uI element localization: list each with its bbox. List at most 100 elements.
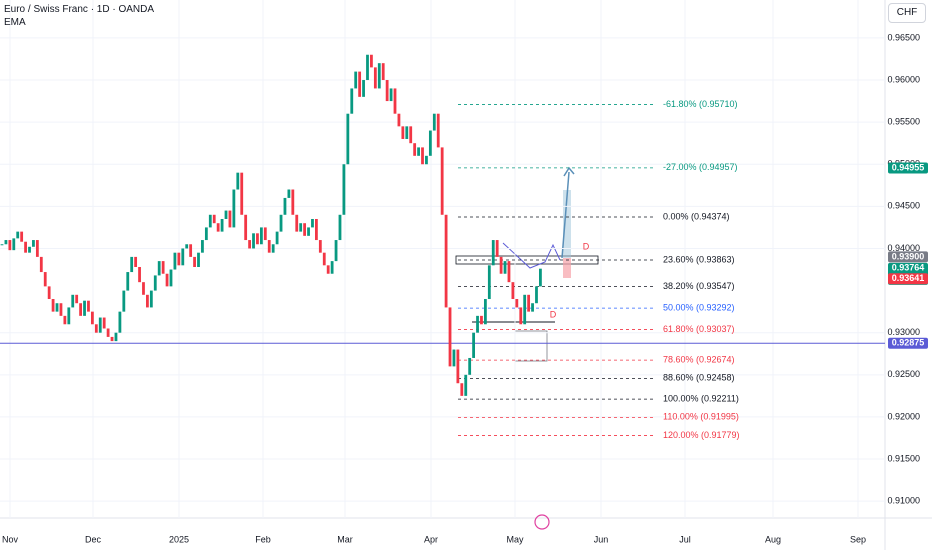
candle	[350, 88, 354, 114]
event-icon[interactable]	[534, 514, 550, 530]
candle	[483, 299, 487, 325]
candle	[499, 256, 503, 274]
candle	[259, 227, 263, 245]
currency-button[interactable]: CHF	[888, 3, 926, 23]
candle	[362, 80, 365, 97]
candle	[373, 67, 377, 89]
candle	[126, 272, 130, 291]
candle	[295, 214, 299, 232]
price-label: 0.93900	[892, 251, 925, 261]
candle	[79, 303, 82, 316]
price-label: 0.93764	[892, 263, 925, 273]
candle	[507, 261, 511, 283]
candle	[94, 324, 98, 333]
candle	[138, 267, 141, 283]
fib-label: 23.60% (0.93863)	[663, 254, 735, 264]
y-tick-label: 0.91500	[887, 453, 920, 463]
fib-label: 110.00% (0.91995)	[663, 412, 739, 422]
y-tick-label: 0.95000	[887, 159, 920, 169]
candle	[397, 113, 401, 127]
y-tick-label: 0.94500	[887, 201, 920, 211]
candle	[338, 214, 342, 241]
candle	[169, 269, 173, 287]
candle	[224, 210, 228, 219]
candle	[212, 214, 216, 224]
candle	[283, 197, 287, 215]
candle	[487, 265, 491, 300]
countdown-label: 01:42:31	[890, 274, 925, 284]
candle	[432, 113, 436, 131]
candle	[456, 349, 460, 384]
candle	[346, 113, 350, 165]
candle	[539, 268, 542, 287]
candle	[0, 244, 4, 246]
candle	[157, 261, 161, 276]
candle	[444, 214, 448, 308]
candle	[16, 231, 20, 239]
candle	[440, 147, 444, 215]
candle	[366, 54, 369, 81]
candle	[535, 286, 538, 304]
candle	[511, 282, 515, 300]
candle	[83, 300, 86, 316]
y-tick-label: 0.91000	[887, 496, 920, 506]
candle	[47, 286, 51, 300]
candle	[228, 210, 232, 228]
price-label-bg	[888, 162, 928, 174]
candle	[24, 241, 27, 253]
candle	[12, 238, 16, 251]
x-tick-label: Aug	[765, 534, 781, 544]
candle	[519, 307, 523, 325]
candle	[405, 126, 409, 139]
candle	[4, 240, 8, 245]
candle	[330, 261, 334, 274]
candle	[20, 231, 24, 242]
candle	[381, 63, 385, 81]
candle	[425, 155, 428, 165]
candle	[181, 248, 185, 266]
y-tick-label: 0.92000	[887, 411, 920, 421]
candle	[130, 256, 134, 273]
candle	[75, 294, 79, 304]
x-tick-label: Mar	[337, 534, 353, 544]
candle	[185, 244, 189, 249]
candle	[220, 218, 224, 232]
candle	[244, 214, 248, 241]
candle	[59, 303, 63, 316]
price-label: 0.94955	[892, 162, 925, 172]
y-tick-label: 0.92500	[887, 369, 920, 379]
candle	[393, 88, 397, 114]
y-tick-label: 0.96000	[887, 74, 920, 84]
candle	[287, 189, 291, 198]
candle	[460, 383, 464, 396]
candle	[358, 71, 362, 97]
candle	[315, 218, 318, 241]
candle	[342, 164, 346, 215]
candle	[472, 332, 475, 358]
candle	[464, 374, 468, 396]
candle	[307, 227, 310, 236]
x-tick-label: May	[506, 534, 524, 544]
price-label: 0.93641	[892, 273, 925, 283]
candle	[334, 240, 338, 262]
price-label: 0.92875	[892, 338, 925, 348]
fib-label: 38.20% (0.93547)	[663, 281, 735, 291]
candle	[248, 240, 251, 249]
candle	[401, 126, 405, 139]
candle	[142, 282, 145, 295]
x-tick-label: Apr	[424, 534, 438, 544]
fib-label: 120.00% (0.91779)	[663, 430, 740, 440]
y-tick-label: 0.93000	[887, 327, 920, 337]
candle	[515, 299, 519, 308]
fib-label: 100.00% (0.92211)	[663, 394, 739, 404]
candle	[161, 261, 165, 274]
candle	[428, 130, 432, 156]
indicator-label[interactable]: EMA	[4, 17, 26, 28]
candle	[32, 240, 35, 247]
candle	[452, 349, 456, 367]
pattern-label: D	[583, 241, 590, 251]
price-label-bg	[888, 273, 928, 285]
candle	[208, 214, 212, 228]
candle	[421, 147, 424, 165]
